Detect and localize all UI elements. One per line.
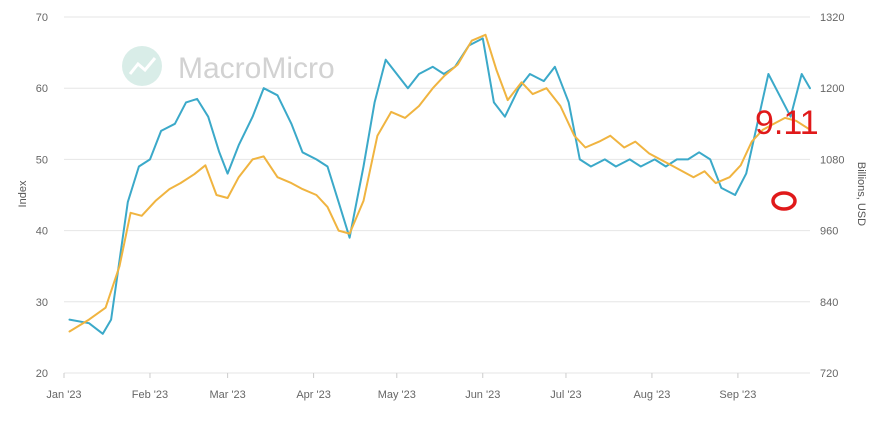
x-axis-ticks: Jan '23 Feb '23 Mar '23 Apr '23 May '23 Jun '… (46, 373, 756, 401)
grid-lines (64, 16, 810, 374)
x-tick-label: Jan '23 (46, 389, 81, 401)
right-tick-label: 840 (820, 297, 838, 309)
x-tick-label: May '23 (378, 389, 416, 401)
right-axis-ticks: 720 840 960 1080 1200 1320 (820, 12, 844, 380)
series-lines (68, 33, 811, 335)
x-tick-label: Jun '23 (465, 389, 500, 401)
right-tick-label: 1080 (820, 154, 844, 166)
x-tick-label: Jul '23 (550, 389, 581, 401)
left-tick-label: 60 (36, 83, 48, 95)
x-tick-label: Mar '23 (209, 389, 245, 401)
annotation-label: 9.11 (755, 104, 819, 142)
watermark-text: MacroMicro (178, 52, 335, 85)
left-tick-label: 40 (36, 226, 48, 238)
left-tick-label: 70 (36, 12, 48, 24)
blue-series-line (68, 37, 811, 335)
right-axis-label: Billions, USD (855, 162, 867, 226)
left-tick-label: 20 (36, 368, 48, 380)
chart-logo-icon (122, 46, 162, 86)
x-tick-label: Apr '23 (296, 389, 331, 401)
right-tick-label: 1320 (820, 12, 844, 24)
x-tick-label: Aug '23 (633, 389, 670, 401)
x-tick-label: Sep '23 (719, 389, 756, 401)
left-axis-label: Index (17, 180, 29, 207)
left-tick-label: 50 (36, 154, 48, 166)
right-tick-label: 720 (820, 368, 838, 380)
annotation-highlight-circle (771, 191, 797, 211)
left-tick-label: 30 (36, 297, 48, 309)
right-tick-label: 960 (820, 226, 838, 238)
left-axis-ticks: 20 30 40 50 60 70 (36, 12, 48, 380)
right-tick-label: 1200 (820, 83, 844, 95)
gold-series-line (68, 33, 811, 333)
x-tick-label: Feb '23 (132, 389, 168, 401)
watermark: MacroMicro (122, 46, 335, 86)
